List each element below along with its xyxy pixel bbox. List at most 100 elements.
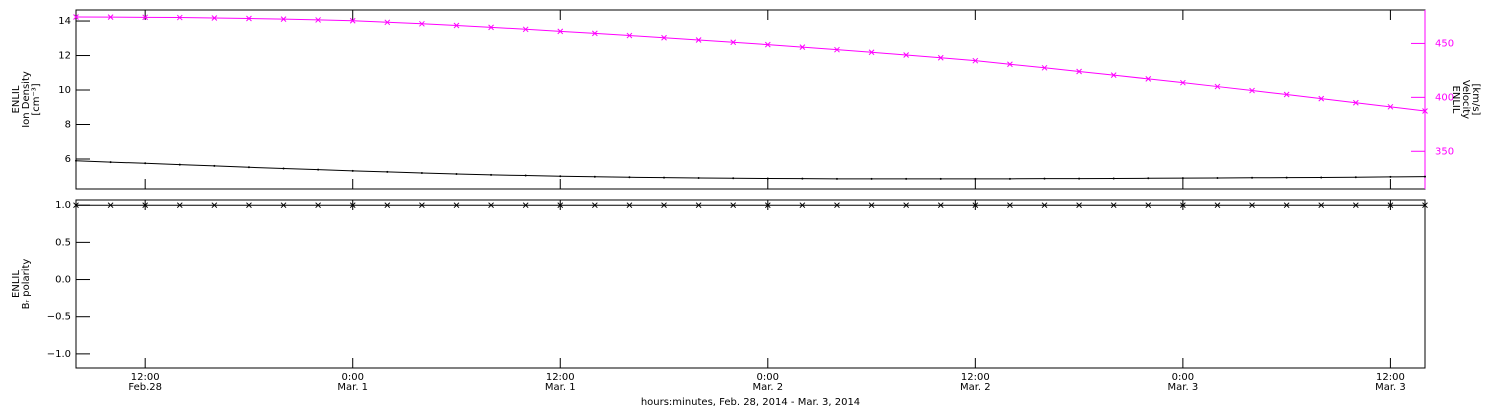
data-point bbox=[868, 202, 875, 209]
data-point bbox=[1318, 95, 1325, 102]
data-point bbox=[972, 202, 979, 209]
y-tick-label: −0.5 bbox=[47, 312, 71, 323]
data-point bbox=[1283, 91, 1290, 98]
y-tick-label: 14 bbox=[58, 16, 71, 27]
y-tick-label: 8 bbox=[65, 120, 71, 131]
data-point bbox=[903, 52, 910, 58]
y-tick-label: 0.0 bbox=[55, 275, 71, 286]
x-tick-label: 0:00 bbox=[341, 372, 363, 383]
data-point bbox=[246, 202, 252, 209]
data-point bbox=[176, 14, 183, 21]
data-point bbox=[1249, 87, 1255, 94]
data-point bbox=[1320, 176, 1323, 179]
data-point bbox=[178, 163, 181, 166]
data-point bbox=[1112, 177, 1115, 180]
data-point bbox=[557, 28, 564, 35]
data-point bbox=[1389, 175, 1392, 178]
data-point bbox=[488, 202, 494, 209]
x-tick-label: 0:00 bbox=[1172, 372, 1194, 383]
data-point bbox=[1285, 176, 1288, 179]
series-line bbox=[75, 16, 1426, 112]
data-point bbox=[695, 37, 702, 43]
data-point bbox=[75, 159, 77, 162]
data-point bbox=[488, 24, 494, 31]
data-point bbox=[730, 39, 737, 46]
data-point bbox=[1422, 108, 1428, 114]
data-point bbox=[73, 202, 79, 209]
data-point bbox=[801, 177, 804, 180]
x-tick-label: 0:00 bbox=[757, 372, 779, 383]
x-tick-label: 12:00 bbox=[131, 372, 160, 383]
data-point bbox=[764, 41, 771, 48]
y-axis-label: [cm⁻³] bbox=[31, 83, 42, 115]
x-tick-date: Feb.28 bbox=[128, 382, 162, 393]
y2-axis-label: [km/s] bbox=[1470, 84, 1481, 116]
data-point bbox=[453, 202, 460, 209]
data-point bbox=[695, 202, 702, 209]
y-tick-label: 1.0 bbox=[55, 200, 71, 211]
data-point bbox=[453, 22, 460, 29]
data-point bbox=[591, 30, 598, 37]
data-point bbox=[1181, 177, 1184, 180]
y2-tick-label: 450 bbox=[1435, 38, 1454, 49]
data-point bbox=[834, 202, 840, 209]
data-point bbox=[1318, 202, 1325, 209]
data-point bbox=[1110, 72, 1117, 78]
data-point bbox=[974, 177, 977, 180]
data-point bbox=[1041, 64, 1048, 71]
x-axis-label: hours:minutes, Feb. 28, 2014 - Mar. 3, 2… bbox=[641, 397, 860, 408]
data-point bbox=[109, 161, 112, 164]
data-point bbox=[107, 14, 114, 20]
data-point bbox=[905, 177, 908, 180]
data-point bbox=[420, 171, 423, 174]
data-point bbox=[351, 169, 354, 172]
data-point bbox=[1422, 202, 1428, 209]
data-point bbox=[1145, 76, 1152, 82]
data-point bbox=[1110, 202, 1117, 209]
data-point bbox=[384, 19, 391, 26]
data-point bbox=[1354, 176, 1357, 179]
data-point bbox=[697, 176, 700, 179]
x-tick-label: 12:00 bbox=[546, 372, 575, 383]
data-point bbox=[1352, 99, 1359, 106]
data-point bbox=[142, 14, 149, 21]
data-point bbox=[1180, 202, 1186, 209]
data-point bbox=[386, 170, 389, 173]
data-point bbox=[903, 202, 910, 209]
data-point bbox=[1249, 202, 1255, 209]
data-point bbox=[626, 202, 633, 209]
data-point bbox=[213, 164, 216, 167]
data-point bbox=[1145, 202, 1152, 209]
data-point bbox=[937, 202, 944, 209]
x-tick-label: 12:00 bbox=[1376, 372, 1405, 383]
y-axis-label: ENLIL bbox=[11, 270, 22, 298]
data-point bbox=[315, 17, 321, 23]
data-point bbox=[73, 14, 79, 20]
data-point bbox=[1007, 61, 1013, 68]
data-point bbox=[937, 54, 944, 61]
data-point bbox=[455, 172, 458, 175]
y-tick-label: 10 bbox=[58, 85, 71, 96]
data-point bbox=[1387, 103, 1394, 110]
y-tick-label: 0.5 bbox=[55, 237, 71, 248]
data-point bbox=[315, 202, 321, 209]
data-point bbox=[384, 202, 391, 209]
data-point bbox=[557, 202, 564, 209]
data-point bbox=[144, 162, 147, 165]
data-point bbox=[142, 202, 149, 209]
data-point bbox=[1076, 202, 1082, 209]
y-axis-label: Ion Density bbox=[21, 71, 32, 128]
data-point bbox=[1147, 177, 1150, 180]
data-point bbox=[247, 166, 250, 169]
data-point bbox=[661, 34, 667, 41]
data-point bbox=[349, 202, 356, 209]
y2-tick-label: 400 bbox=[1435, 92, 1454, 103]
data-point bbox=[282, 167, 285, 170]
data-point bbox=[246, 15, 252, 22]
data-point bbox=[1078, 177, 1081, 180]
x-tick-date: Mar. 1 bbox=[545, 382, 576, 393]
data-point bbox=[1352, 202, 1359, 209]
data-point bbox=[349, 17, 356, 24]
x-tick-date: Mar. 1 bbox=[337, 382, 368, 393]
